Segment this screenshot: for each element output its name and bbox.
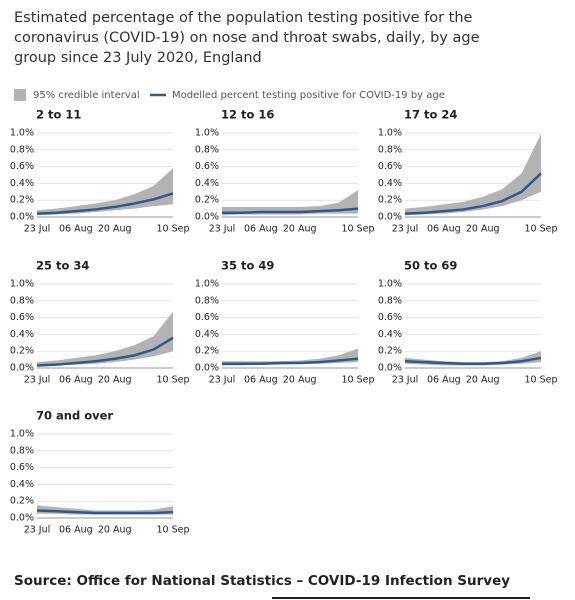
y-tick-label: 0.2% — [195, 195, 219, 206]
legend-label: Modelled percent testing positive for CO… — [172, 90, 445, 101]
y-tick-label: 1.0% — [10, 429, 34, 440]
x-tick-label: 20 Aug — [466, 224, 500, 235]
y-tick-label: 0.0% — [378, 212, 402, 223]
x-tick-label: 23 Jul — [24, 375, 51, 386]
y-tick-label: 0.6% — [195, 161, 219, 172]
y-tick-label: 0.0% — [195, 212, 219, 223]
source: Source: Office for National Statistics –… — [14, 573, 510, 589]
y-tick-label: 0.0% — [10, 513, 34, 524]
y-tick-label: 0.8% — [10, 144, 34, 155]
y-tick-label: 0.6% — [10, 312, 34, 323]
y-tick-label: 1.0% — [10, 128, 34, 139]
panel-title: 50 to 69 — [404, 259, 457, 273]
y-tick-label: 0.8% — [378, 144, 402, 155]
x-tick-label: 10 Sep — [156, 375, 189, 386]
y-tick-label: 1.0% — [195, 279, 219, 290]
y-tick-label: 0.0% — [378, 363, 402, 374]
y-tick-label: 0.0% — [10, 212, 34, 223]
y-tick-label: 1.0% — [378, 279, 402, 290]
line — [36, 509, 174, 515]
y-tick-label: 0.6% — [10, 161, 34, 172]
x-tick-label: 06 Aug — [59, 375, 93, 386]
y-tick-label: 0.2% — [378, 346, 402, 357]
line — [222, 357, 359, 366]
x-tick-label: 10 Sep — [156, 525, 189, 536]
panel-title: 70 and over — [36, 409, 113, 423]
x-tick-label: 20 Aug — [466, 375, 500, 386]
y-tick-label: 1.0% — [378, 128, 402, 139]
y-tick-label: 0.4% — [378, 329, 402, 340]
x-tick-label: 06 Aug — [244, 375, 278, 386]
legend-label: 95% credible interval — [33, 90, 140, 101]
y-tick-label: 1.0% — [10, 279, 34, 290]
x-tick-label: 06 Aug — [427, 375, 461, 386]
legend-swatch — [14, 89, 26, 101]
y-tick-label: 0.4% — [195, 178, 219, 189]
line — [404, 356, 542, 366]
y-tick-label: 0.4% — [10, 479, 34, 490]
panel-title: 35 to 49 — [221, 259, 274, 273]
y-tick-label: 0.8% — [10, 295, 34, 306]
x-tick-label: 20 Aug — [98, 375, 132, 386]
credible-interval — [405, 133, 541, 216]
y-tick-label: 0.4% — [378, 178, 402, 189]
credible-interval — [37, 311, 173, 367]
x-tick-label: 23 Jul — [209, 375, 236, 386]
x-tick-label: 20 Aug — [283, 224, 317, 235]
x-tick-label: 23 Jul — [24, 224, 51, 235]
y-tick-label: 0.2% — [10, 195, 34, 206]
y-tick-label: 0.0% — [195, 363, 219, 374]
x-tick-label: 20 Aug — [283, 375, 317, 386]
x-tick-label: 06 Aug — [244, 224, 278, 235]
y-tick-label: 0.2% — [10, 346, 34, 357]
y-tick-label: 0.4% — [195, 329, 219, 340]
y-tick-label: 0.6% — [10, 462, 34, 473]
y-tick-label: 0.8% — [195, 144, 219, 155]
y-tick-label: 0.8% — [378, 295, 402, 306]
y-tick-label: 0.0% — [10, 363, 34, 374]
line — [36, 336, 174, 367]
x-tick-label: 10 Sep — [524, 224, 557, 235]
y-tick-label: 0.8% — [10, 445, 34, 456]
x-tick-label: 23 Jul — [24, 525, 51, 536]
y-tick-label: 0.8% — [195, 295, 219, 306]
panel-title: 12 to 16 — [221, 108, 274, 122]
line — [404, 172, 542, 215]
y-tick-label: 0.2% — [10, 496, 34, 507]
credible-interval — [222, 190, 358, 216]
panel-title: 2 to 11 — [36, 108, 81, 122]
x-tick-label: 10 Sep — [156, 224, 189, 235]
y-tick-label: 0.4% — [10, 329, 34, 340]
y-tick-label: 0.6% — [378, 312, 402, 323]
line — [36, 192, 174, 215]
x-tick-label: 23 Jul — [209, 224, 236, 235]
line — [222, 207, 359, 215]
x-tick-label: 20 Aug — [98, 525, 132, 536]
x-tick-label: 10 Sep — [341, 224, 374, 235]
panel-title: 17 to 24 — [404, 108, 457, 122]
x-tick-label: 06 Aug — [59, 525, 93, 536]
chart-title: Estimated percentage of the population t… — [14, 10, 480, 66]
x-tick-label: 23 Jul — [392, 375, 419, 386]
x-tick-label: 06 Aug — [59, 224, 93, 235]
y-tick-label: 0.4% — [10, 178, 34, 189]
y-tick-label: 0.2% — [195, 346, 219, 357]
y-tick-label: 0.2% — [378, 195, 402, 206]
x-tick-label: 10 Sep — [524, 375, 557, 386]
x-tick-label: 20 Aug — [98, 224, 132, 235]
y-tick-label: 1.0% — [195, 128, 219, 139]
panel-title: 25 to 34 — [36, 259, 89, 273]
y-tick-label: 0.6% — [195, 312, 219, 323]
x-tick-label: 23 Jul — [392, 224, 419, 235]
x-tick-label: 10 Sep — [341, 375, 374, 386]
x-tick-label: 06 Aug — [427, 224, 461, 235]
y-tick-label: 0.6% — [378, 161, 402, 172]
